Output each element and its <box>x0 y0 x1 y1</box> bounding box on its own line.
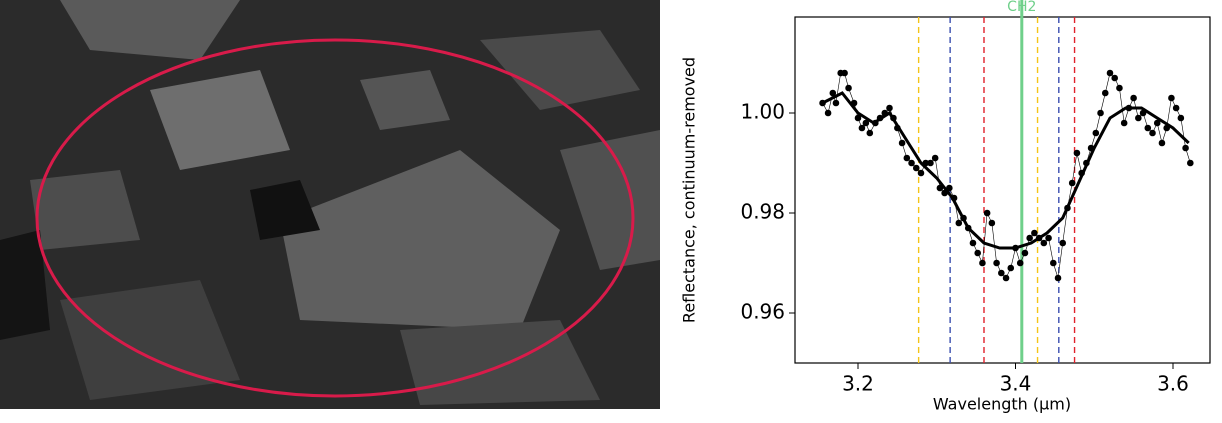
data-point <box>1041 240 1048 247</box>
plot-frame <box>795 17 1210 363</box>
data-point <box>1159 140 1166 147</box>
data-point <box>955 220 962 227</box>
data-point <box>1026 235 1033 242</box>
data-point <box>1102 90 1109 97</box>
data-point <box>1017 260 1024 267</box>
x-tick-label: 3.6 <box>1157 372 1189 396</box>
data-point <box>974 250 981 257</box>
data-point <box>1121 120 1128 127</box>
data-point <box>1130 95 1137 102</box>
data-point <box>1187 160 1194 167</box>
x-tick-label: 3.4 <box>1000 372 1032 396</box>
data-point <box>1022 250 1029 257</box>
data-point <box>833 100 840 107</box>
data-point <box>1168 95 1175 102</box>
data-point <box>970 240 977 247</box>
data-point <box>998 270 1005 277</box>
data-point <box>989 220 996 227</box>
data-point <box>908 160 915 167</box>
data-point <box>899 140 906 147</box>
y-axis-label: Reflectance, continuum-removed <box>680 57 699 323</box>
data-point <box>1144 125 1151 132</box>
data-point <box>1003 275 1010 282</box>
data-point <box>1097 110 1104 117</box>
data-point <box>1149 130 1156 137</box>
data-point <box>1031 230 1038 237</box>
data-point <box>1069 180 1076 187</box>
data-point <box>904 155 911 162</box>
data-point <box>1045 235 1052 242</box>
data-point <box>927 160 934 167</box>
data-point <box>913 165 920 172</box>
data-point <box>825 110 832 117</box>
data-point <box>1111 75 1118 82</box>
y-tick-label: 0.98 <box>740 200 785 224</box>
data-point <box>1173 105 1180 112</box>
data-point <box>979 260 986 267</box>
data-point <box>1182 145 1189 152</box>
data-point <box>1007 265 1014 272</box>
data-point <box>932 155 939 162</box>
data-point <box>1050 260 1057 267</box>
data-point <box>886 105 893 112</box>
data-point <box>867 130 874 137</box>
data-point <box>1178 115 1185 122</box>
data-point <box>841 70 848 77</box>
terrain-image <box>0 0 660 409</box>
data-point <box>1107 70 1114 77</box>
data-point <box>1055 275 1062 282</box>
data-point <box>1116 85 1123 92</box>
x-tick-label: 3.2 <box>842 372 874 396</box>
data-point <box>1059 240 1066 247</box>
data-point <box>1093 130 1100 137</box>
y-tick-label: 1.00 <box>740 100 785 124</box>
y-tick-label: 0.96 <box>740 300 785 324</box>
figure: Wavelength (µm) Reflectance, continuum-r… <box>0 0 1222 419</box>
x-axis-label: Wavelength (µm) <box>933 395 1071 414</box>
annotation: CH2 <box>1007 0 1036 15</box>
data-point <box>993 260 1000 267</box>
data-point <box>984 210 991 217</box>
data-point <box>1135 115 1142 122</box>
data-point <box>1074 150 1081 157</box>
data-point <box>845 85 852 92</box>
data-point <box>918 170 925 177</box>
